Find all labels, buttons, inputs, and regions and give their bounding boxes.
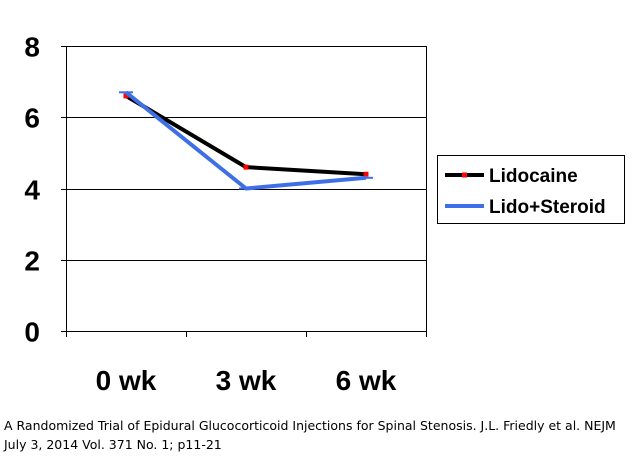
legend-label: Lido+Steroid [489,197,606,218]
series-lines [119,90,373,191]
y-tick-label: 4 [24,175,40,206]
legend-label: Lidocaine [489,166,578,187]
y-tick-label: 8 [24,32,40,63]
y-tick-label: 0 [24,317,40,348]
y-tick-label: 6 [24,103,40,134]
legend: Lidocaine Lido+Steroid [437,155,625,224]
data-point [123,93,129,99]
x-tick-label: 0 wk [96,365,157,396]
legend-marker [462,172,467,178]
axes [61,46,427,337]
data-point [363,171,369,177]
legend-box [437,155,625,224]
x-tick-label: 3 wk [216,365,277,396]
x-tick-labels: 0 wk 3 wk 6 wk [96,365,397,396]
citation-caption: A Randomized Trial of Epidural Glucocort… [4,416,640,454]
x-tick-label: 6 wk [336,365,397,396]
caption-line-1: A Randomized Trial of Epidural Glucocort… [4,418,616,433]
y-tick-label: 2 [24,246,40,277]
y-tick-labels: 0 2 4 6 8 [24,32,40,348]
series-line-lidocaine [124,94,367,177]
data-point [243,164,249,170]
caption-line-2: July 3, 2014 Vol. 371 No. 1; p11-21 [4,437,222,452]
line-chart: 0 2 4 6 8 0 wk 3 wk 6 wk Lidocaine Lido+Steroid [24,32,625,396]
